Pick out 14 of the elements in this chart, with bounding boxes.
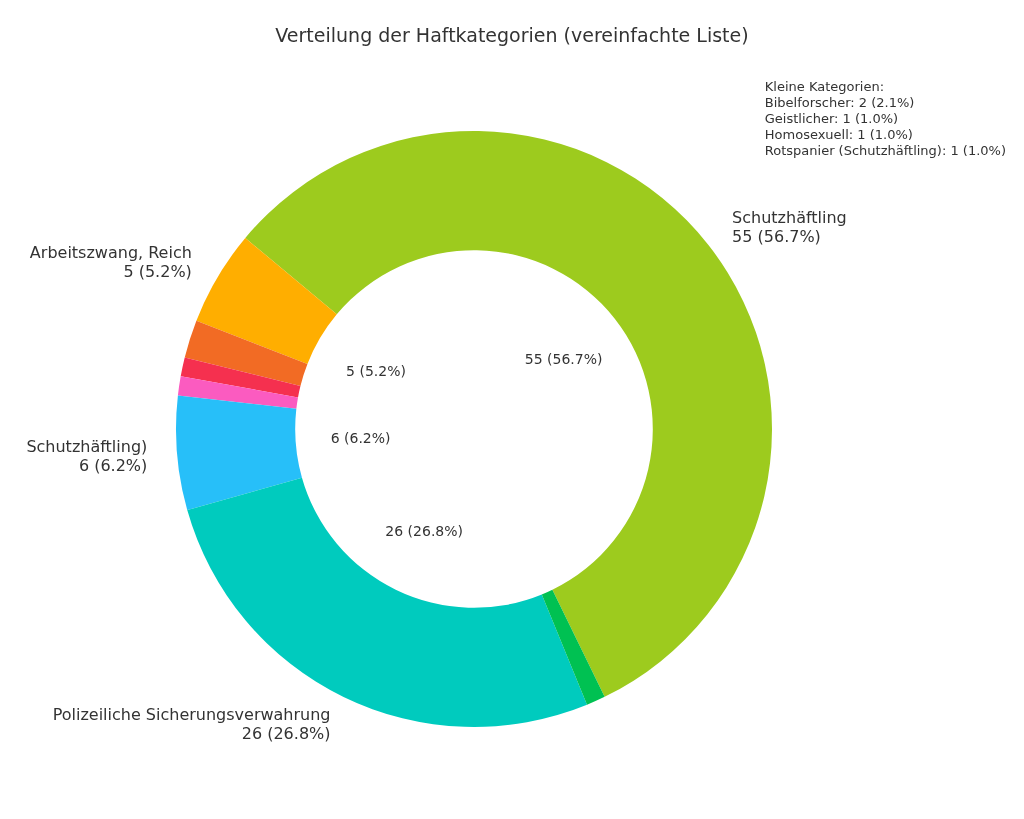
slice-label: Arbeitszwang, Reich	[29, 243, 192, 263]
slice-label: Polizeiliche Sicherungsverwahrung	[52, 704, 331, 724]
slice-label: Schutzhäftling	[732, 207, 847, 227]
text: 5 (5.2%)	[123, 262, 192, 282]
chart-title: Verteilung der Haftkategorien (vereinfachte Liste)	[275, 23, 749, 46]
text: Kleine Kategorien: Bibelforscher: 2 (2.1%) Geistlicher: 1 (1.0%) Homosexuell: 1 (1.0%) Rotspanier (Schutzhäftling): 1 (1.0%)	[764, 78, 1007, 158]
data-label: 26 (26.8%)	[385, 523, 464, 540]
data-label: 55 (56.7%)	[524, 350, 603, 367]
text: 26 (26.8%)	[241, 723, 331, 743]
text: 55 (56.7%)	[732, 226, 821, 246]
slice-label: Schutzhäftling)	[26, 436, 148, 456]
text: 6 (6.2%)	[78, 455, 148, 475]
data-label: 5 (5.2%)	[346, 363, 406, 380]
data-label: 6 (6.2%)	[330, 430, 391, 447]
